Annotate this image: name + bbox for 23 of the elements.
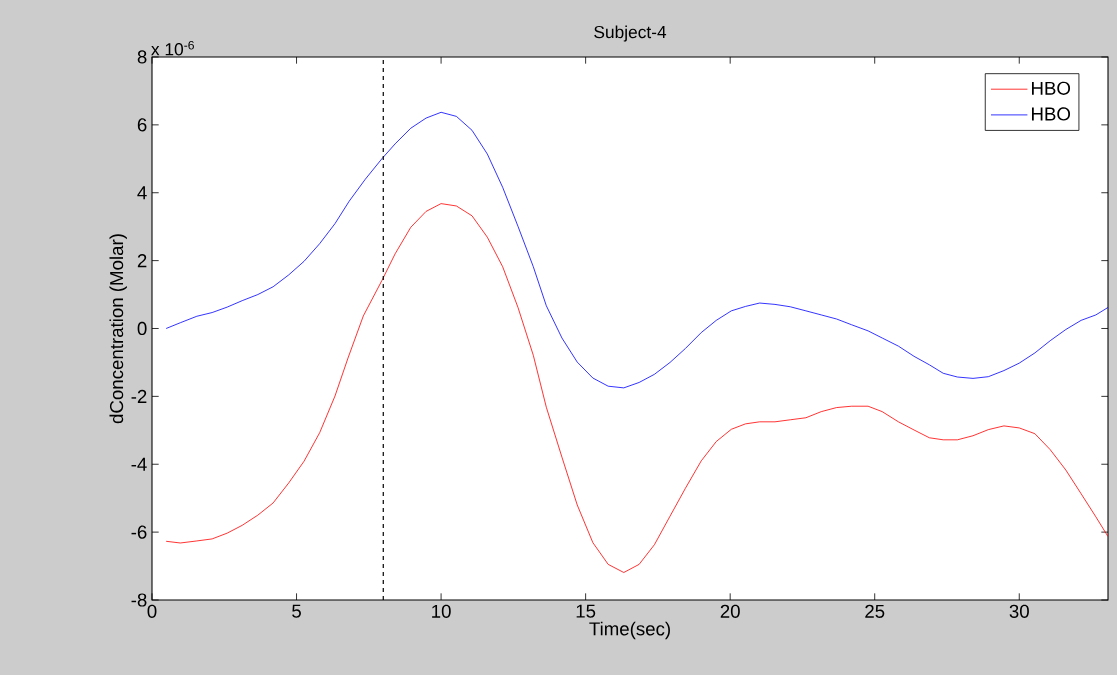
text: x 10$^{-6}$ [151, 40, 194, 56]
x-tick-label: 10 [432, 604, 451, 618]
line-series [165, 203, 1109, 573]
chart-title: Subject-4 [594, 25, 667, 42]
y-tick-label: 2 [137, 254, 147, 268]
y-tick-label: 6 [137, 118, 147, 132]
y-tick-label: -6 [131, 525, 147, 539]
legend-label: HBO [1032, 107, 1071, 121]
x-tick-label: 0 [147, 604, 157, 618]
y-tick-label: -2 [131, 389, 147, 403]
x-tick-label: 30 [1009, 604, 1029, 618]
y-tick-label: -8 [131, 593, 147, 607]
y-tick-label: 4 [137, 186, 147, 200]
x-tick-label: 20 [720, 604, 740, 618]
y-axis-title: dConcentration (Molar) [109, 234, 127, 424]
x-tick-label: 25 [865, 604, 885, 618]
y-tick-label: 0 [137, 321, 147, 336]
x-tick-label: 5 [292, 604, 301, 618]
y-tick-label: 8 [137, 50, 147, 64]
x-tick-label: 15 [576, 604, 596, 618]
y-tick-label: -4 [131, 457, 147, 471]
legend-label: HBO [1032, 81, 1071, 95]
x-axis-title: Time(sec) [589, 621, 670, 640]
